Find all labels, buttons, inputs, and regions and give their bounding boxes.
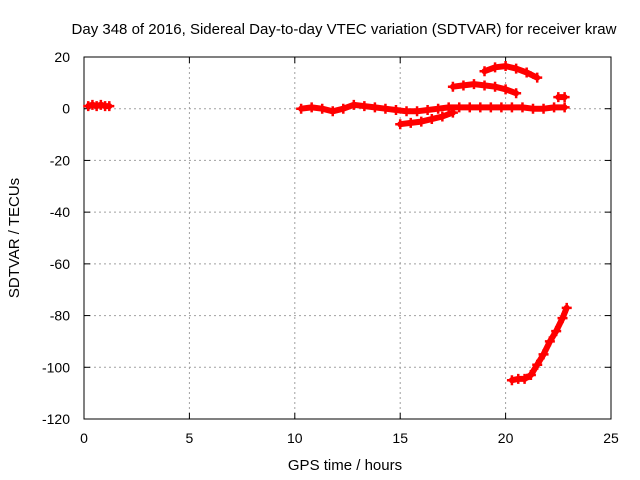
data-point — [517, 102, 528, 113]
data-point — [296, 103, 307, 114]
y-tick-label: -40 — [50, 204, 70, 220]
data-point — [561, 302, 572, 313]
data-point — [559, 92, 570, 103]
data-point — [532, 359, 543, 370]
series-arc-4 — [447, 79, 522, 99]
data-point — [359, 101, 370, 112]
data-point — [479, 66, 490, 77]
data-point — [551, 326, 562, 337]
data-point — [405, 117, 416, 128]
data-point — [426, 114, 437, 125]
plot-frame — [83, 56, 612, 420]
data-point — [390, 105, 401, 116]
axis-ticks — [83, 56, 612, 420]
data-point — [380, 103, 391, 114]
data-point — [549, 102, 560, 113]
data-point — [416, 116, 427, 127]
data-point — [532, 72, 543, 83]
data-point — [458, 80, 469, 91]
data-point — [464, 102, 475, 113]
data-point — [479, 80, 490, 91]
data-point — [395, 119, 406, 130]
data-point — [525, 370, 536, 381]
data-point — [485, 102, 496, 113]
data-point — [557, 313, 568, 324]
data-point — [454, 102, 465, 113]
data-point — [443, 102, 454, 113]
data-point — [306, 102, 317, 113]
x-tick-label: 20 — [498, 430, 514, 446]
data-point — [538, 103, 549, 114]
data-point — [511, 88, 522, 99]
y-tick-label: 20 — [54, 49, 70, 65]
data-point — [369, 102, 380, 113]
series-arc-3 — [395, 107, 458, 130]
data-point — [327, 106, 338, 117]
x-tick-label: 0 — [80, 430, 88, 446]
y-axis-label: SDTVAR / TECUs — [6, 178, 23, 298]
data-point — [433, 103, 444, 114]
data-point — [490, 81, 501, 92]
y-tick-label: 0 — [62, 101, 70, 117]
y-tick-label: -100 — [42, 359, 70, 375]
series-arc-7 — [506, 302, 572, 386]
data-point — [490, 62, 501, 73]
data-point — [559, 102, 570, 113]
data-point — [447, 107, 458, 118]
y-tick-label: -80 — [50, 308, 70, 324]
data-point — [500, 61, 511, 72]
data-point — [317, 103, 328, 114]
series-arc-2 — [296, 99, 570, 117]
chart-title: Day 348 of 2016, Sidereal Day-to-day VTE… — [72, 21, 617, 38]
data-point — [506, 375, 517, 386]
data-point — [338, 103, 349, 114]
data-point — [544, 336, 555, 347]
data-point — [475, 102, 486, 113]
data-point — [521, 67, 532, 78]
series-arc-5 — [479, 61, 543, 83]
data-point — [519, 373, 530, 384]
series-arc-6 — [553, 92, 570, 103]
x-tick-label: 10 — [287, 430, 303, 446]
data-point — [500, 84, 511, 95]
data-point — [468, 79, 479, 90]
data-point — [412, 106, 423, 117]
y-tick-label: -120 — [42, 411, 70, 427]
series-arc-1 — [83, 99, 115, 112]
data-point — [348, 99, 359, 110]
data-point — [496, 102, 507, 113]
data-points — [83, 61, 572, 386]
y-tick-labels: 20 0 -20 -40 -60 -80 -100 -120 — [42, 49, 70, 427]
data-point — [104, 101, 115, 112]
data-point — [528, 103, 539, 114]
y-tick-label: -60 — [50, 256, 70, 272]
data-point — [437, 111, 448, 122]
x-tick-labels: 0 5 10 15 20 25 — [80, 430, 619, 446]
data-point — [538, 349, 549, 360]
data-point — [511, 63, 522, 74]
y-tick-label: -20 — [50, 152, 70, 168]
data-point — [401, 106, 412, 117]
data-point — [506, 102, 517, 113]
data-point — [447, 81, 458, 92]
x-tick-label: 15 — [392, 430, 408, 446]
x-tick-label: 5 — [186, 430, 194, 446]
data-point — [422, 105, 433, 116]
gridlines — [84, 57, 611, 419]
x-axis-label: GPS time / hours — [288, 457, 402, 474]
x-tick-label: 25 — [603, 430, 619, 446]
